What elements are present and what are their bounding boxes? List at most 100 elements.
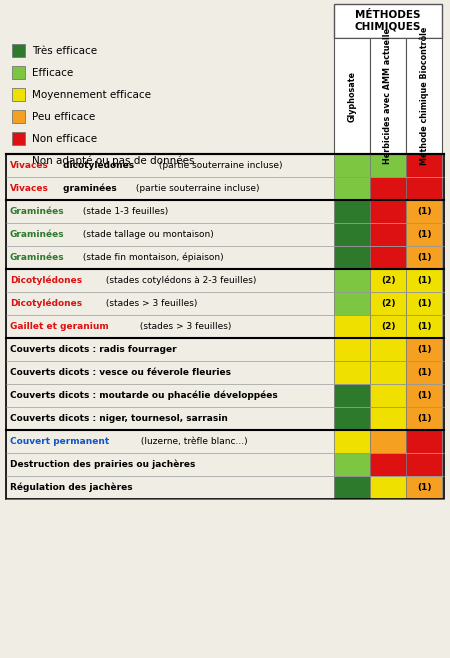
Bar (334, 453, 370, 476)
Bar (6, 292, 334, 315)
Text: (1): (1) (417, 483, 431, 492)
Text: Dicotylédones: Dicotylédones (10, 276, 82, 286)
Text: Moyennement efficace: Moyennement efficace (32, 89, 151, 99)
Text: (luzerne, trèfle blanc...): (luzerne, trèfle blanc...) (138, 437, 248, 446)
Bar (334, 269, 370, 292)
Text: Graminées: Graminées (10, 253, 65, 262)
Bar (12, 154, 25, 167)
Text: Herbicides avec AMM actuelle: Herbicides avec AMM actuelle (383, 28, 392, 164)
Bar (6, 453, 334, 476)
Text: Graminées: Graminées (10, 230, 65, 239)
Text: (1): (1) (417, 322, 431, 331)
Text: Graminées: Graminées (10, 207, 65, 216)
Bar (334, 361, 370, 384)
Bar (6, 246, 334, 269)
Bar (334, 246, 370, 269)
Text: (1): (1) (417, 345, 431, 354)
Bar (6, 407, 334, 430)
Bar (6, 200, 334, 223)
Text: (2): (2) (381, 299, 395, 308)
Text: Destruction des prairies ou jachères: Destruction des prairies ou jachères (10, 460, 195, 469)
Bar (6, 338, 334, 361)
Bar (406, 338, 442, 361)
Bar (6, 361, 334, 384)
Bar (334, 4, 442, 38)
Bar (406, 223, 442, 246)
Bar (6, 154, 444, 499)
Bar (370, 38, 406, 154)
Text: (stades cotylédons à 2-3 feuilles): (stades cotylédons à 2-3 feuilles) (103, 276, 256, 286)
Text: (2): (2) (381, 322, 395, 331)
Bar (406, 361, 442, 384)
Bar (12, 132, 25, 145)
Bar (6, 269, 334, 292)
Bar (370, 384, 406, 407)
Text: Couvert permanent: Couvert permanent (10, 437, 109, 446)
Text: Vivaces: Vivaces (10, 161, 49, 170)
Text: Non efficace: Non efficace (32, 134, 97, 143)
Bar (406, 407, 442, 430)
Text: Couverts dicots : radis fourrager: Couverts dicots : radis fourrager (10, 345, 176, 354)
Text: (1): (1) (417, 207, 431, 216)
Bar (406, 315, 442, 338)
Bar (406, 453, 442, 476)
Bar (370, 154, 406, 177)
Text: MÉTHODES
CHIMIQUES: MÉTHODES CHIMIQUES (355, 11, 421, 32)
Bar (334, 200, 370, 223)
Text: (1): (1) (417, 230, 431, 239)
Bar (370, 453, 406, 476)
Bar (370, 338, 406, 361)
Bar (334, 384, 370, 407)
Bar (406, 269, 442, 292)
Text: Glyphosate: Glyphosate (347, 70, 356, 122)
Text: (1): (1) (417, 276, 431, 285)
Text: Efficace: Efficace (32, 68, 73, 78)
Text: (1): (1) (417, 414, 431, 423)
Bar (334, 338, 370, 361)
Bar (406, 384, 442, 407)
Bar (370, 269, 406, 292)
Bar (370, 200, 406, 223)
Text: Régulation des jachères: Régulation des jachères (10, 483, 133, 492)
Bar (406, 154, 442, 177)
Text: (1): (1) (417, 368, 431, 377)
Bar (370, 223, 406, 246)
Text: Peu efficace: Peu efficace (32, 111, 95, 122)
Bar (406, 177, 442, 200)
Bar (370, 430, 406, 453)
Bar (12, 66, 25, 79)
Bar (370, 177, 406, 200)
Text: (stade 1-3 feuilles): (stade 1-3 feuilles) (81, 207, 169, 216)
Bar (334, 476, 370, 499)
Text: (1): (1) (417, 299, 431, 308)
Text: (partie souterraine incluse): (partie souterraine incluse) (156, 161, 282, 170)
Bar (6, 384, 334, 407)
Bar (6, 223, 334, 246)
Text: (stades > 3 feuilles): (stades > 3 feuilles) (137, 322, 232, 331)
Text: Méthode chimique Biocontrôle: Méthode chimique Biocontrôle (419, 27, 429, 165)
Text: (2): (2) (381, 276, 395, 285)
Text: Non adapté ou pas de données: Non adapté ou pas de données (32, 155, 194, 166)
Bar (334, 223, 370, 246)
Text: (1): (1) (417, 253, 431, 262)
Text: Couverts dicots : moutarde ou phacélie développées: Couverts dicots : moutarde ou phacélie d… (10, 391, 278, 400)
Bar (334, 315, 370, 338)
Text: Gaillet et geranium: Gaillet et geranium (10, 322, 109, 331)
Text: Dicotylédones: Dicotylédones (10, 299, 82, 308)
Text: graminées: graminées (60, 184, 117, 193)
Bar (370, 407, 406, 430)
Bar (370, 246, 406, 269)
Bar (12, 44, 25, 57)
Text: dicotylédones: dicotylédones (60, 161, 134, 170)
Text: (stade fin montaison, épiaison): (stade fin montaison, épiaison) (81, 253, 224, 263)
Bar (334, 430, 370, 453)
Text: (partie souterraine incluse): (partie souterraine incluse) (133, 184, 260, 193)
Bar (406, 200, 442, 223)
Bar (370, 292, 406, 315)
Bar (6, 177, 334, 200)
Text: Couverts dicots : niger, tournesol, sarrasin: Couverts dicots : niger, tournesol, sarr… (10, 414, 228, 423)
Bar (334, 177, 370, 200)
Bar (12, 110, 25, 123)
Bar (334, 407, 370, 430)
Bar (370, 361, 406, 384)
